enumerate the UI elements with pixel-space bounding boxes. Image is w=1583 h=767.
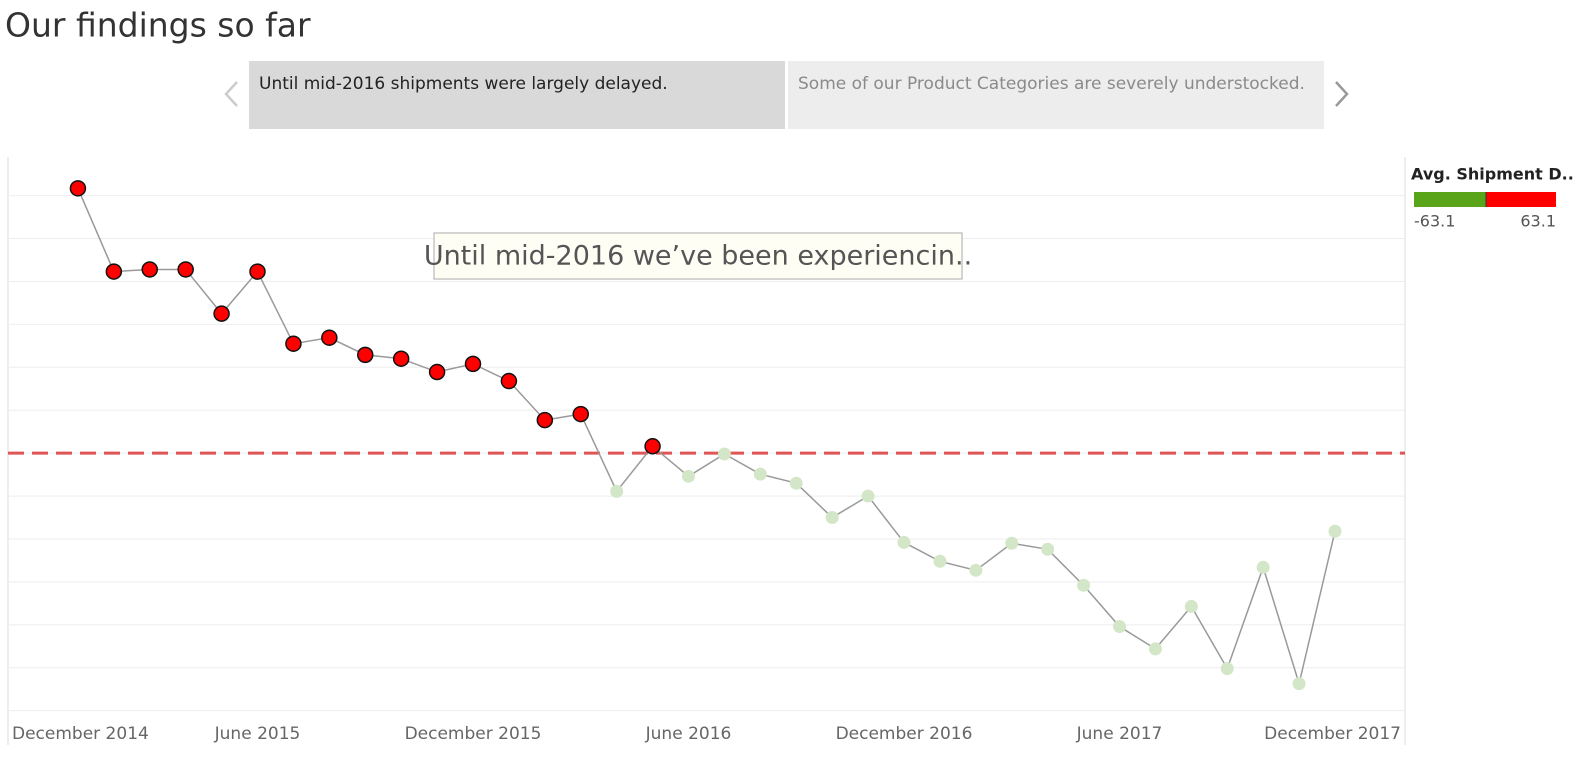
point: [1292, 677, 1306, 691]
point: [644, 438, 661, 455]
point: [753, 467, 767, 481]
x-tick-label: December 2017: [1264, 724, 1401, 744]
line: [77, 188, 1336, 687]
point: [105, 263, 123, 280]
point: [285, 335, 302, 352]
x-tick-label: December 2014: [12, 724, 149, 744]
point: [1256, 560, 1270, 574]
x-tick-label: June 2017: [1076, 724, 1163, 744]
story-point-active[interactable]: [249, 61, 785, 129]
point: [897, 535, 911, 549]
point: [861, 489, 875, 503]
point: [392, 350, 410, 367]
point: [825, 511, 839, 525]
point: [1220, 662, 1234, 676]
legend-swatch: [1414, 192, 1486, 207]
x-tick-label: June 2015: [214, 724, 301, 744]
point: [213, 305, 230, 322]
point: [357, 346, 374, 364]
point: [682, 469, 695, 483]
annotation: Until mid-2016 we’ve been experiencin..: [424, 241, 972, 272]
point: [1005, 536, 1019, 550]
x-tick-label: June 2016: [645, 724, 732, 744]
point: [1184, 599, 1198, 613]
story-point-caption[interactable]: Until mid-2016 shipments were largely de…: [259, 74, 668, 94]
point: [789, 476, 803, 490]
point: [610, 484, 624, 498]
legend-max: 63.1: [1520, 212, 1556, 231]
annotation-box: [433, 232, 963, 280]
point: [177, 261, 194, 278]
x-tick-label: December 2015: [405, 724, 542, 744]
point: [464, 355, 482, 373]
point: [717, 447, 731, 461]
legend-min: -63.1: [1414, 212, 1455, 231]
story-point-caption[interactable]: Some of our Product Categories are sever…: [798, 74, 1305, 94]
point: [69, 180, 87, 197]
point: [141, 261, 158, 278]
point: [536, 411, 554, 429]
point: [969, 563, 983, 577]
point: [933, 554, 947, 568]
x-tick-label: December 2016: [836, 724, 973, 744]
prev-arrow[interactable]: [224, 81, 238, 107]
point: [249, 263, 266, 280]
next-arrow[interactable]: [1335, 81, 1349, 107]
point: [1328, 524, 1342, 538]
point: [500, 372, 518, 390]
point: [572, 405, 589, 423]
legend-title: Avg. Shipment D..: [1411, 165, 1574, 184]
story-title: Our findings so far: [5, 6, 311, 45]
point: [1041, 542, 1055, 556]
point: [1148, 642, 1162, 656]
point: [1077, 578, 1091, 592]
point: [428, 363, 446, 381]
legend: -63.1 63.1: [1414, 192, 1556, 231]
story-point[interactable]: [788, 61, 1324, 129]
legend-swatch: [1486, 192, 1556, 207]
point: [1113, 620, 1126, 634]
point: [321, 329, 338, 346]
